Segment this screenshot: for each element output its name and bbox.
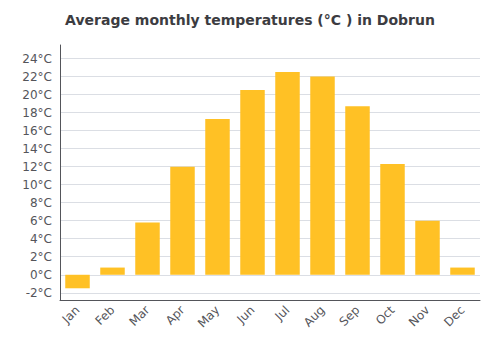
svg-text:6°C: 6°C xyxy=(30,214,52,228)
svg-text:Mar: Mar xyxy=(127,303,153,329)
svg-text:Jan: Jan xyxy=(59,303,83,327)
svg-text:24°C: 24°C xyxy=(22,52,52,66)
svg-text:4°C: 4°C xyxy=(30,232,52,246)
svg-text:Jun: Jun xyxy=(234,303,258,327)
svg-text:Oct: Oct xyxy=(373,303,398,328)
svg-text:10°C: 10°C xyxy=(22,178,52,192)
svg-text:Aug: Aug xyxy=(301,303,327,329)
svg-text:16°C: 16°C xyxy=(22,124,52,138)
svg-text:2°C: 2°C xyxy=(30,250,52,264)
svg-text:14°C: 14°C xyxy=(22,142,52,156)
svg-text:22°C: 22°C xyxy=(22,70,52,84)
svg-text:8°C: 8°C xyxy=(30,196,52,210)
svg-text:Nov: Nov xyxy=(406,303,432,329)
svg-text:Feb: Feb xyxy=(93,303,118,328)
svg-text:0°C: 0°C xyxy=(30,268,52,282)
svg-text:20°C: 20°C xyxy=(22,88,52,102)
svg-text:12°C: 12°C xyxy=(22,160,52,174)
svg-text:18°C: 18°C xyxy=(22,106,52,120)
svg-text:Dec: Dec xyxy=(441,303,467,329)
svg-text:Apr: Apr xyxy=(163,303,188,328)
svg-text:Sep: Sep xyxy=(337,303,363,329)
svg-text:May: May xyxy=(195,303,222,330)
svg-text:-2°C: -2°C xyxy=(26,286,52,300)
svg-text:Average monthly temperatures (: Average monthly temperatures (°C ) in Do… xyxy=(65,12,435,28)
svg-text:Jul: Jul xyxy=(272,303,293,324)
